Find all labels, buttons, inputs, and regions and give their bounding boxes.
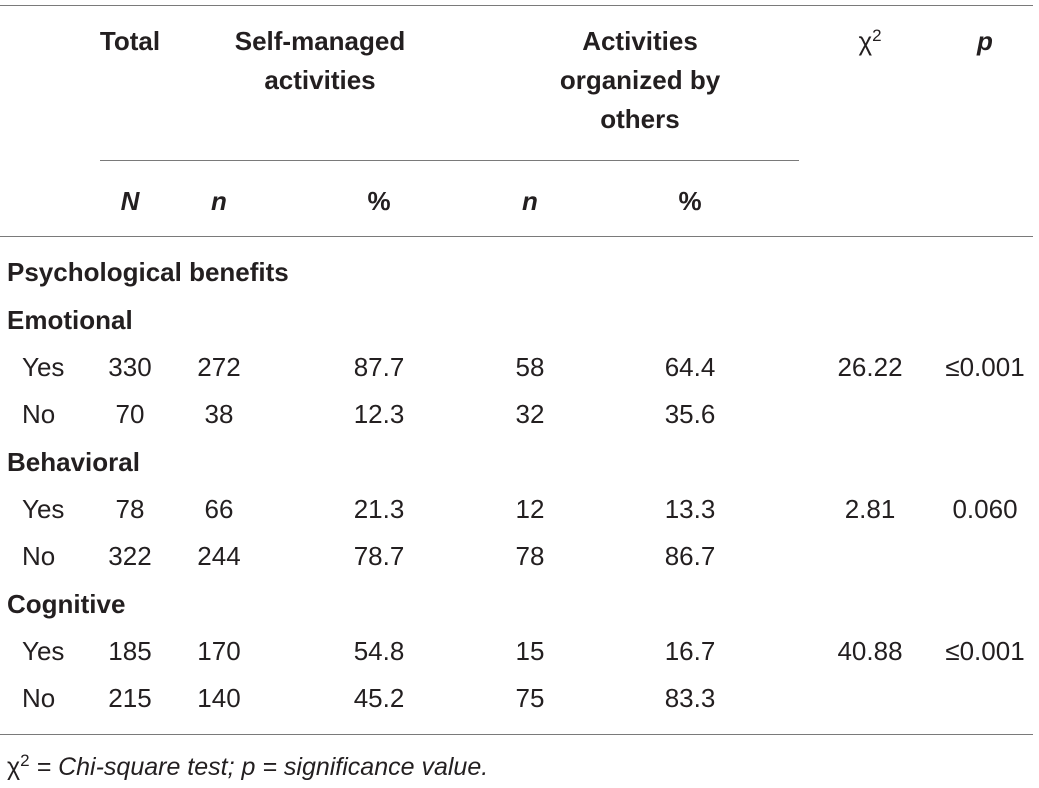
header-chi-symbol: χ (858, 26, 873, 56)
row-label: Yes (22, 494, 65, 524)
cell-chi: 2.81 (844, 494, 896, 524)
cell-pct1: 12.3 (353, 399, 405, 429)
header-chi-square: χ2 (858, 22, 881, 61)
cell-pct2: 13.3 (664, 494, 716, 524)
header-self-managed-line2: activities (264, 65, 376, 95)
row-label: Yes (22, 636, 65, 666)
cell-n2: 12 (515, 494, 545, 524)
cell-n2: 75 (515, 683, 545, 713)
cell-N: 330 (108, 352, 152, 382)
cell-p: ≤0.001 (945, 352, 1025, 382)
group-label-cognitive: Cognitive (7, 589, 126, 619)
cell-pct1: 78.7 (353, 541, 405, 571)
group-header-rule (100, 160, 799, 161)
cell-N: 322 (108, 541, 152, 571)
cell-pct1: 54.8 (353, 636, 405, 666)
cell-N: 70 (115, 399, 145, 429)
row-label: No (22, 683, 56, 713)
cell-n1: 140 (197, 683, 241, 713)
group-label-behavioral: Behavioral (7, 447, 140, 477)
group-label-emotional: Emotional (7, 305, 133, 335)
header-total: Total (99, 26, 161, 56)
cell-n2: 58 (515, 352, 545, 382)
subheader-n1: n (211, 186, 227, 216)
header-organized-line2: organized by (559, 65, 721, 95)
subheader-N: N (120, 186, 140, 216)
header-bottom-rule (0, 236, 1033, 237)
cell-pct1: 45.2 (353, 683, 405, 713)
table-footnote: χ2 = Chi-square test; p = significance v… (7, 748, 488, 787)
cell-n1: 38 (204, 399, 234, 429)
cell-chi: 26.22 (837, 352, 903, 382)
cell-n1: 170 (197, 636, 241, 666)
cell-n2: 78 (515, 541, 545, 571)
cell-n2: 15 (515, 636, 545, 666)
row-label: No (22, 541, 56, 571)
row-label: Yes (22, 352, 65, 382)
table-top-rule (0, 5, 1033, 6)
subheader-pct2: % (678, 186, 702, 216)
cell-N: 215 (108, 683, 152, 713)
cell-N: 78 (115, 494, 145, 524)
header-p: p (977, 26, 993, 56)
cell-pct1: 87.7 (353, 352, 405, 382)
header-chi-sup: 2 (872, 26, 882, 45)
cell-pct2: 16.7 (664, 636, 716, 666)
cell-chi: 40.88 (837, 636, 903, 666)
subheader-pct1: % (367, 186, 391, 216)
header-organized: Activities organized by others (560, 22, 720, 139)
cell-pct2: 64.4 (664, 352, 716, 382)
cell-p: 0.060 (952, 494, 1018, 524)
section-title: Psychological benefits (7, 257, 289, 287)
cell-pct1: 21.3 (353, 494, 405, 524)
cell-pct2: 86.7 (664, 541, 716, 571)
footnote-chi-symbol: χ (7, 753, 21, 781)
header-organized-line1: Activities (582, 26, 698, 56)
footnote-chi-sup: 2 (20, 751, 30, 770)
header-self-managed-line1: Self-managed (234, 26, 406, 56)
cell-N: 185 (108, 636, 152, 666)
subheader-n2: n (522, 186, 538, 216)
row-label: No (22, 399, 56, 429)
cell-n1: 66 (204, 494, 234, 524)
table-bottom-rule (0, 734, 1033, 735)
cell-n2: 32 (515, 399, 545, 429)
cell-pct2: 35.6 (664, 399, 716, 429)
header-organized-line3: others (600, 104, 680, 134)
cell-p: ≤0.001 (945, 636, 1025, 666)
cell-pct2: 83.3 (664, 683, 716, 713)
cell-n1: 272 (197, 352, 241, 382)
footnote-text: = Chi-square test; p = significance valu… (29, 753, 489, 781)
cell-n1: 244 (197, 541, 241, 571)
header-self-managed: Self-managed activities (235, 22, 406, 100)
